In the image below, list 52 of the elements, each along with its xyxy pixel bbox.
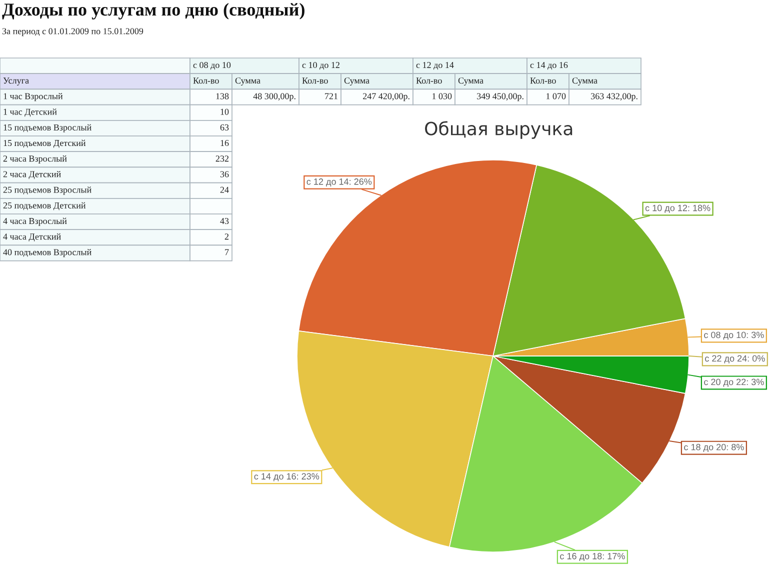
text: 247 420,00р. <box>363 93 410 102</box>
text: 10 <box>220 108 229 115</box>
category-label: 2 часа Детский <box>3 170 61 180</box>
category-label: 2 часа Взрослый <box>3 155 67 164</box>
category-label: 40 подъемов Взрослый <box>3 248 92 258</box>
text: 349 450,00р. <box>477 93 524 102</box>
text: 7 <box>225 249 229 256</box>
text: 43 <box>220 218 229 224</box>
category-label: 15 подъемов Взрослый <box>4 124 92 132</box>
slice-label: с 08 до 10: 3% <box>704 332 764 340</box>
category-label: Кол-во <box>416 78 442 84</box>
text: с 10 до 12 <box>302 62 340 70</box>
category-label: Кол-во <box>530 78 556 84</box>
text: 63 <box>220 124 229 130</box>
slice-label: с 10 до 12: 18% <box>645 204 710 213</box>
category-label: 1 час Детский <box>4 108 57 117</box>
category-label: Кол-во <box>302 78 328 84</box>
category-label: Сумма <box>572 78 598 86</box>
text: 2 <box>224 234 228 240</box>
text: 138 <box>216 93 229 100</box>
text: Доходы по услугам по дню (сводный) <box>2 3 304 20</box>
category-label: 25 подъемов Детский <box>3 202 86 210</box>
text: 363 432,00р. <box>591 93 638 102</box>
text: с 08 до 10 <box>193 62 231 70</box>
slice-label: с 16 до 18: 17% <box>560 552 625 562</box>
category-label: 1 час Взрослый <box>4 92 63 102</box>
text: 48 300,00р. <box>253 93 296 102</box>
category-label: Сумма <box>344 78 370 86</box>
slice-label: с 14 до 16: 23% <box>254 473 320 482</box>
text: 24 <box>220 186 229 193</box>
category-label: Кол-во <box>193 78 219 84</box>
category-label: Сумма <box>235 78 260 86</box>
slice-label: с 18 до 20: 8% <box>684 444 744 452</box>
text: 721 <box>325 93 338 100</box>
text: 232 <box>216 156 228 162</box>
category-label: Сумма <box>458 78 484 86</box>
legend-label: с 22 до 24: 0% <box>705 355 765 364</box>
text: 36 <box>220 171 229 178</box>
slice-label: с 12 до 14: 26% <box>306 178 372 187</box>
category-label: 4 часа Взрослый <box>3 218 67 226</box>
text: За период с 01.01.2009 по 15.01.2009 <box>2 28 144 36</box>
slice-label: с 20 до 22: 3% <box>704 378 764 387</box>
category-label: 4 часа Детский <box>3 233 61 242</box>
category-label: 25 подъемов Взрослый <box>3 186 92 195</box>
text: 16 <box>220 140 229 146</box>
category-label: 15 подъемов Детский <box>4 140 86 148</box>
chart-title: Общая выручка <box>425 121 572 139</box>
text: Услуга <box>3 78 29 86</box>
text: с 14 до 16 <box>530 62 568 70</box>
text: с 12 до 14 <box>416 62 454 70</box>
text: 1 030 <box>432 93 452 100</box>
text: 1 070 <box>546 93 566 100</box>
